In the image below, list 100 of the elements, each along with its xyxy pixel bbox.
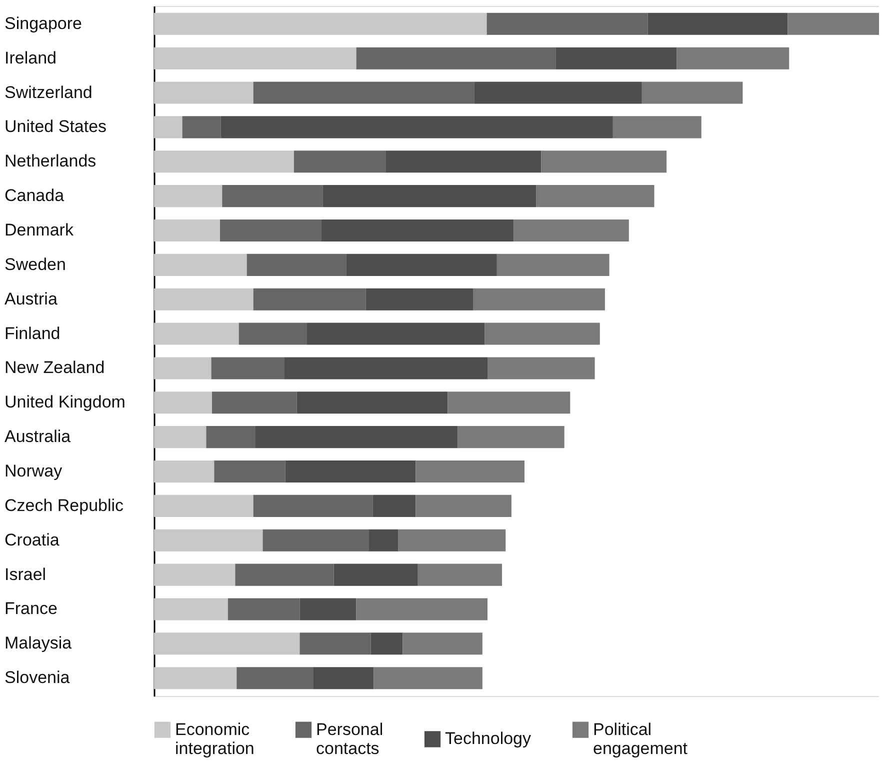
bar — [484, 322, 600, 345]
legend-label: Economic integration — [175, 720, 254, 758]
bar — [488, 357, 595, 380]
bar — [676, 47, 790, 70]
bar — [154, 116, 182, 138]
bar — [496, 254, 610, 276]
bar — [235, 564, 334, 586]
bar — [300, 632, 371, 655]
bar — [256, 426, 458, 448]
bar — [366, 288, 473, 310]
y-tick-label: United States — [4, 117, 107, 136]
legend-label: Technology — [445, 729, 532, 748]
bar — [368, 529, 398, 552]
bar — [206, 426, 256, 448]
bar — [788, 12, 879, 35]
bar — [398, 529, 506, 552]
bar — [416, 494, 512, 517]
bar — [220, 116, 613, 138]
bar — [541, 150, 667, 173]
bar — [154, 254, 247, 276]
bar — [374, 667, 482, 690]
bar — [642, 82, 743, 104]
bar — [386, 150, 542, 173]
bar — [402, 632, 482, 655]
y-tick-label: Croatia — [4, 530, 60, 550]
y-tick-label: Netherlands — [4, 152, 96, 171]
bar — [154, 357, 212, 380]
bar — [154, 150, 294, 173]
bar — [246, 254, 346, 276]
y-tick-label: Denmark — [4, 220, 74, 240]
bar — [212, 392, 297, 414]
bar — [356, 47, 556, 70]
bar — [154, 494, 254, 517]
y-tick-label: Austria — [4, 289, 58, 308]
bar — [236, 667, 314, 690]
bar — [458, 426, 564, 448]
y-tick-label: Sweden — [4, 254, 66, 274]
y-tick-label: New Zealand — [4, 358, 105, 378]
bar — [253, 494, 373, 517]
bar — [296, 392, 448, 414]
bar — [285, 460, 416, 483]
y-tick-label: Norway — [4, 462, 63, 481]
bar — [372, 494, 416, 517]
bar — [284, 357, 488, 380]
bar — [536, 185, 654, 208]
bar — [211, 357, 284, 380]
y-tick-label: Czech Republic — [4, 496, 124, 515]
bar — [356, 598, 488, 620]
bar — [228, 598, 300, 620]
y-tick-label: Switzerland — [4, 82, 92, 102]
bar — [154, 82, 254, 104]
y-tick-label: Malaysia — [4, 634, 72, 653]
bar — [154, 564, 236, 586]
y-tick-label: Israel — [4, 564, 46, 584]
bar — [300, 598, 356, 620]
bar — [154, 598, 228, 620]
bar — [154, 529, 263, 552]
bar — [253, 288, 366, 310]
bar — [238, 322, 307, 345]
y-tick-label: Canada — [4, 186, 65, 206]
bar — [154, 322, 239, 345]
bar — [182, 116, 221, 138]
bar — [262, 529, 369, 552]
bar — [294, 150, 386, 173]
bar — [220, 219, 322, 242]
bar — [154, 392, 212, 414]
y-tick-label: Ireland — [4, 48, 56, 68]
y-tick-label: Australia — [4, 427, 72, 446]
legend-label: Personal contacts — [316, 720, 384, 758]
bar — [154, 288, 254, 310]
bar — [334, 564, 418, 586]
y-tick-label: Finland — [4, 324, 60, 343]
bar — [154, 47, 356, 70]
bar — [154, 426, 206, 448]
bar — [448, 392, 570, 414]
bar — [306, 322, 485, 345]
legend-label: Political engagement — [593, 720, 688, 758]
bar — [486, 12, 648, 35]
bar — [321, 219, 514, 242]
y-tick-label: Singapore — [4, 14, 82, 33]
bar — [154, 460, 214, 483]
bar — [648, 12, 788, 35]
bar — [314, 667, 374, 690]
y-tick-label: France — [4, 599, 58, 618]
bar — [556, 47, 677, 70]
bar — [253, 82, 474, 104]
bar — [154, 12, 487, 35]
bar — [214, 460, 286, 483]
bar — [154, 185, 222, 208]
bar — [346, 254, 497, 276]
bar — [474, 82, 642, 104]
bar — [322, 185, 536, 208]
bar — [154, 632, 300, 655]
bar — [222, 185, 323, 208]
bar — [612, 116, 702, 138]
y-tick-label: Slovenia — [4, 668, 70, 688]
bar — [154, 667, 237, 690]
bar — [473, 288, 605, 310]
bar — [416, 460, 524, 483]
bar — [370, 632, 403, 655]
